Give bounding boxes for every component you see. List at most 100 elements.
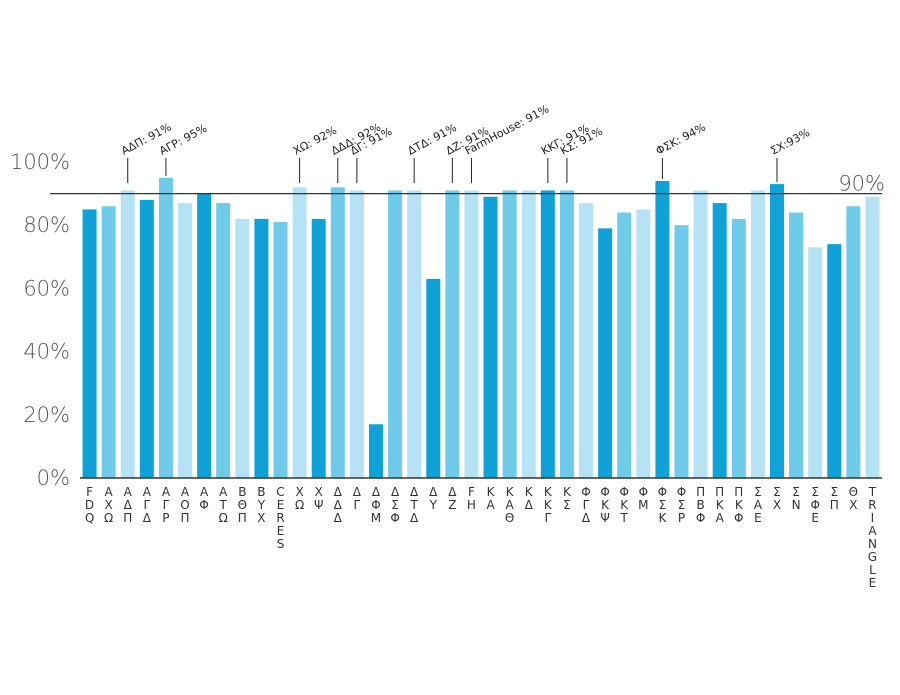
bar [426,278,441,478]
bar [120,190,135,478]
annotation: ΦΣΚ: 94% [654,121,708,158]
bar [846,206,861,479]
x-tick-letter: Π [696,485,705,499]
x-tick-letter: Δ [334,511,343,525]
x-tick-letter: Μ [638,498,648,512]
x-tick-letter: A [868,524,877,538]
x-tick-letter: Θ [505,511,514,525]
x-tick-letter: Δ [582,511,591,525]
x-tick-letter: Ω [295,498,304,512]
x-tick-letter: Υ [257,498,266,512]
x-tick-letter: Φ [734,511,743,525]
bar [273,222,288,478]
x-tick-letter: Κ [658,511,667,525]
x-tick-letter: Π [734,485,743,499]
bar [388,190,403,478]
x-tick-letter: F [86,485,93,499]
x-tick-letter: E [869,576,877,590]
x-tick-letter: Φ [619,485,628,499]
x-tick-letter: Α [124,485,133,499]
x-tick-letter: Κ [735,498,744,512]
x-tick-letter: Κ [601,498,610,512]
x-tick-letter: E [277,498,285,512]
bar [521,190,536,478]
x-tick-letter: C [276,485,284,499]
x-tick-letter: Φ [600,485,609,499]
bar [139,199,154,479]
x-tick-letter: Π [238,511,247,525]
x-tick-letter: Θ [849,485,858,499]
x-tick-letter: Δ [410,485,419,499]
bar [483,196,498,478]
x-tick-letter: Δ [353,485,362,499]
bar [559,190,574,478]
x-tick-letter: Δ [143,511,152,525]
x-tick-letter: Φ [390,511,399,525]
x-tick-letter: Σ [678,498,686,512]
x-tick-letter: Π [181,511,190,525]
x-tick-letter: R [276,511,284,525]
x-tick-letter: Σ [391,498,399,512]
bar [769,184,784,478]
x-tick-letter: Δ [334,498,343,512]
x-tick-letter: Π [123,511,132,525]
x-tick-letter: Φ [199,498,208,512]
x-tick-letter: Σ [773,485,781,499]
x-tick-letter: H [467,498,476,512]
y-tick-label: 60% [23,276,70,300]
x-tick-letter: Κ [506,485,515,499]
x-tick-letter: Q [85,511,94,525]
annotation: ΣΧ:93% [768,126,812,158]
x-tick-letter: N [868,537,877,551]
x-tick-letter: Σ [659,498,667,512]
bar [464,190,479,478]
x-tick-letter: Ψ [314,498,323,512]
x-tick-letter: Ρ [162,511,169,525]
bar [292,187,307,478]
x-tick-letter: Κ [544,498,553,512]
bar [349,190,364,478]
x-tick-letter: Κ [563,485,572,499]
bar [540,190,555,478]
x-tick-letter: Δ [525,498,534,512]
x-tick-letter: Τ [409,498,418,512]
x-tick-letter: G [868,550,877,564]
x-tick-letter: Δ [334,485,343,499]
x-tick-letter: Ο [180,498,189,512]
x-tick-letter: Χ [257,511,265,525]
x-tick-letter: Α [219,485,228,499]
x-tick-letter: Σ [830,485,838,499]
x-tick-letter: Α [200,485,209,499]
x-tick-letter: Τ [620,511,629,525]
x-tick-letter: Χ [315,485,323,499]
x-tick-letter: Δ [391,485,400,499]
bar [197,193,212,478]
bar [235,218,250,478]
x-tick-letter: T [868,485,877,499]
x-tick-letter: Φ [810,498,819,512]
x-tick-letter: Ε [754,511,762,525]
x-tick-letter: Ε [811,511,819,525]
x-tick-letter: Δ [410,511,419,525]
x-tick-letter: Κ [544,485,553,499]
bar [254,218,269,478]
bar [216,203,231,478]
bar [655,180,670,478]
